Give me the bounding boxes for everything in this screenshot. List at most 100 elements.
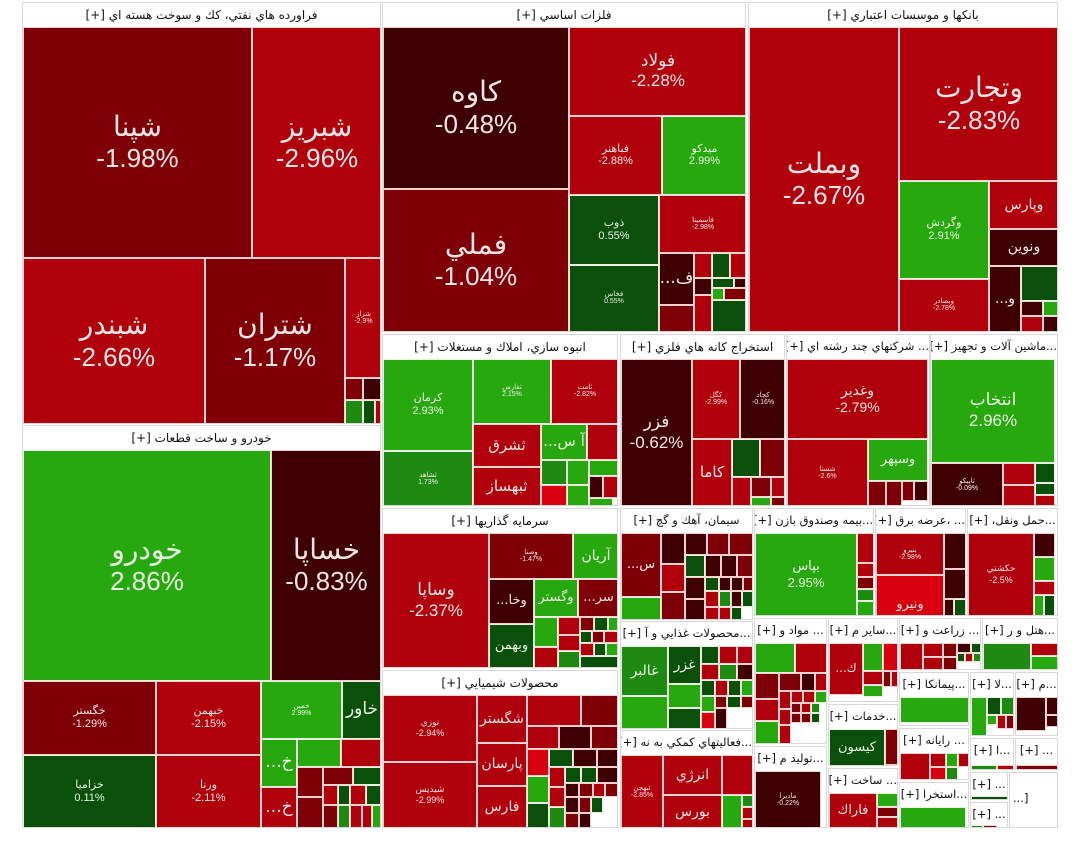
tile-small[interactable] xyxy=(353,767,380,785)
sector-title[interactable]: محصولات شيميايي [+] xyxy=(441,676,559,690)
sector-services[interactable]: ...خدمات [+] كيسون xyxy=(828,704,898,766)
sector-multi-industry[interactable]: ... شركتهاي چند رشته اي [+] وغدير -2.79%… xyxy=(786,334,930,506)
tile-small[interactable] xyxy=(1034,595,1044,615)
tile-small[interactable] xyxy=(791,703,801,713)
sector-title[interactable]: ... ،عرضه برق [+] xyxy=(876,513,965,527)
tile-small[interactable] xyxy=(715,708,727,728)
tile-small[interactable] xyxy=(597,749,617,767)
tile-tefars[interactable]: ثفارس 2.15% xyxy=(473,359,551,424)
tile-small[interactable] xyxy=(857,601,873,615)
tile-kh-1[interactable]: خ... xyxy=(261,739,297,787)
sector-title[interactable]: ...حمل ونقل، [+] xyxy=(969,513,1056,527)
tile-small[interactable] xyxy=(715,696,727,708)
tile-small[interactable] xyxy=(541,460,567,485)
tile-small[interactable] xyxy=(363,378,380,400)
tile-small[interactable] xyxy=(591,797,603,813)
tile-small[interactable] xyxy=(573,749,597,767)
tile-small[interactable] xyxy=(946,767,958,779)
tile-small[interactable] xyxy=(857,563,873,577)
tile-small[interactable] xyxy=(558,617,580,635)
tile-shidis[interactable]: شيديس -2.99% xyxy=(383,762,477,827)
tile-kayson[interactable]: كيسون xyxy=(829,729,885,765)
tile-small[interactable] xyxy=(362,805,372,827)
sector-title[interactable]: فراورده هاي نفتي، كك و سوخت هسته اي [+] xyxy=(85,8,318,22)
tile-khavar[interactable]: خاور xyxy=(342,681,380,739)
tile-small[interactable] xyxy=(1035,483,1055,495)
tile-small[interactable] xyxy=(943,643,957,657)
tile-small[interactable] xyxy=(923,657,943,669)
tile-small[interactable] xyxy=(795,643,826,673)
tile-kegol[interactable]: كگل -2.99% xyxy=(692,359,740,439)
sector-investments[interactable]: سرمايه گذاريها [+] وساپا -2.37% وصنا -1.… xyxy=(382,508,618,668)
sector-title[interactable]: ...لا [+] xyxy=(972,677,1012,691)
sector-real-estate[interactable]: انبوه سازي، املاك و مستغلات [+] كرمان 2.… xyxy=(382,334,618,506)
tile-small[interactable] xyxy=(943,657,957,669)
sector-title[interactable]: ...بيمه وصندوق بازن [+] xyxy=(755,513,873,527)
tile-small[interactable] xyxy=(877,807,897,817)
tile-small[interactable] xyxy=(755,699,779,721)
tile-small[interactable] xyxy=(857,533,873,563)
sector-title[interactable]: ...ساير م [+] xyxy=(829,623,897,637)
tile-energy[interactable]: انرژي xyxy=(663,755,722,795)
tile-as[interactable]: آ س... xyxy=(541,424,587,460)
sector-insurance[interactable]: ...بيمه وصندوق بازن [+] بپاس 2.95% xyxy=(754,508,874,616)
tile-khodro[interactable]: خودرو 2.86% xyxy=(23,450,271,681)
tile-small[interactable] xyxy=(712,288,724,300)
sector-machinery[interactable]: ...ماشين آلات و تجهيز [+] انتخاب 2.96% ت… xyxy=(930,334,1058,506)
tile-small[interactable] xyxy=(923,643,943,657)
tile-small[interactable] xyxy=(997,715,1006,729)
tile-small[interactable] xyxy=(558,635,580,651)
tile-small[interactable] xyxy=(534,617,558,647)
tile-small[interactable] xyxy=(579,813,591,827)
tile-small[interactable] xyxy=(297,739,341,767)
tile-small[interactable] xyxy=(957,643,971,653)
tile-small[interactable] xyxy=(715,680,728,696)
tile-small[interactable] xyxy=(592,631,604,643)
tile-small[interactable] xyxy=(1043,301,1057,316)
sector-construction[interactable]: ... ساخت [+] فاراك xyxy=(828,768,898,828)
tile-small[interactable] xyxy=(801,673,815,691)
tile-small[interactable] xyxy=(350,805,362,827)
tile-small[interactable] xyxy=(1046,697,1057,715)
tile-khazamia[interactable]: خزاميا 0.11% xyxy=(23,755,156,827)
tile-khesapa[interactable]: خساپا -0.83% xyxy=(271,450,380,681)
tile-small[interactable] xyxy=(685,577,705,599)
tile-small[interactable] xyxy=(737,555,752,577)
sector-title[interactable]: ...م [+] xyxy=(1016,677,1057,691)
tile-small[interactable] xyxy=(811,713,820,723)
tile-small[interactable] xyxy=(372,805,380,827)
tile-small[interactable] xyxy=(729,533,752,555)
tile-small[interactable] xyxy=(944,569,965,599)
tile-noori[interactable]: نوري -2.94% xyxy=(383,695,477,762)
tile-small[interactable] xyxy=(902,481,914,501)
tile-vsaderat[interactable]: وبصادر -2.78% xyxy=(899,279,989,331)
tile-small[interactable] xyxy=(863,643,883,671)
sector-title[interactable]: ...محصولات غذايي و آ [+] xyxy=(622,626,751,640)
sector-food-products[interactable]: ...محصولات غذايي و آ [+] غالبر غزر xyxy=(620,621,753,729)
tile-small[interactable] xyxy=(965,653,973,662)
tile-vsapa[interactable]: وساپا -2.37% xyxy=(383,533,489,667)
tile-fazar[interactable]: فزر -0.62% xyxy=(621,359,692,505)
tile-small[interactable] xyxy=(661,592,685,619)
sector-title[interactable]: ...هتل و ر [+] xyxy=(985,623,1055,637)
tile-small[interactable] xyxy=(946,753,958,767)
tile-beniroo[interactable]: بنيرو -2.98% xyxy=(876,533,944,575)
tile-shetran[interactable]: شتران -1.17% xyxy=(205,258,345,423)
tile-bemellat[interactable]: وبملت -2.67% xyxy=(749,27,899,331)
tile-small[interactable] xyxy=(565,767,581,783)
tile-bepas[interactable]: بپاس 2.95% xyxy=(755,533,857,615)
sector-dots-3[interactable]: ... [+] xyxy=(970,802,1008,828)
sector-manufacturing[interactable]: ...توليد م [+] ماديرا -0.22% xyxy=(754,746,827,828)
tile-small[interactable] xyxy=(608,617,617,631)
tile-vsepehr[interactable]: وسپهر xyxy=(868,439,928,481)
sector-dots-2[interactable]: ... [+] xyxy=(970,772,1008,800)
tile-small[interactable] xyxy=(685,533,707,555)
tile-small[interactable] xyxy=(581,695,617,726)
tile-small[interactable] xyxy=(705,607,719,619)
tile-small[interactable] xyxy=(779,673,801,691)
tile-small[interactable] xyxy=(815,691,826,703)
tile-vpars[interactable]: وپارس xyxy=(989,181,1057,229)
tile-small[interactable] xyxy=(527,749,549,776)
tile-small[interactable] xyxy=(659,305,694,331)
sector-title[interactable]: فلزات اساسي [+] xyxy=(516,8,612,22)
